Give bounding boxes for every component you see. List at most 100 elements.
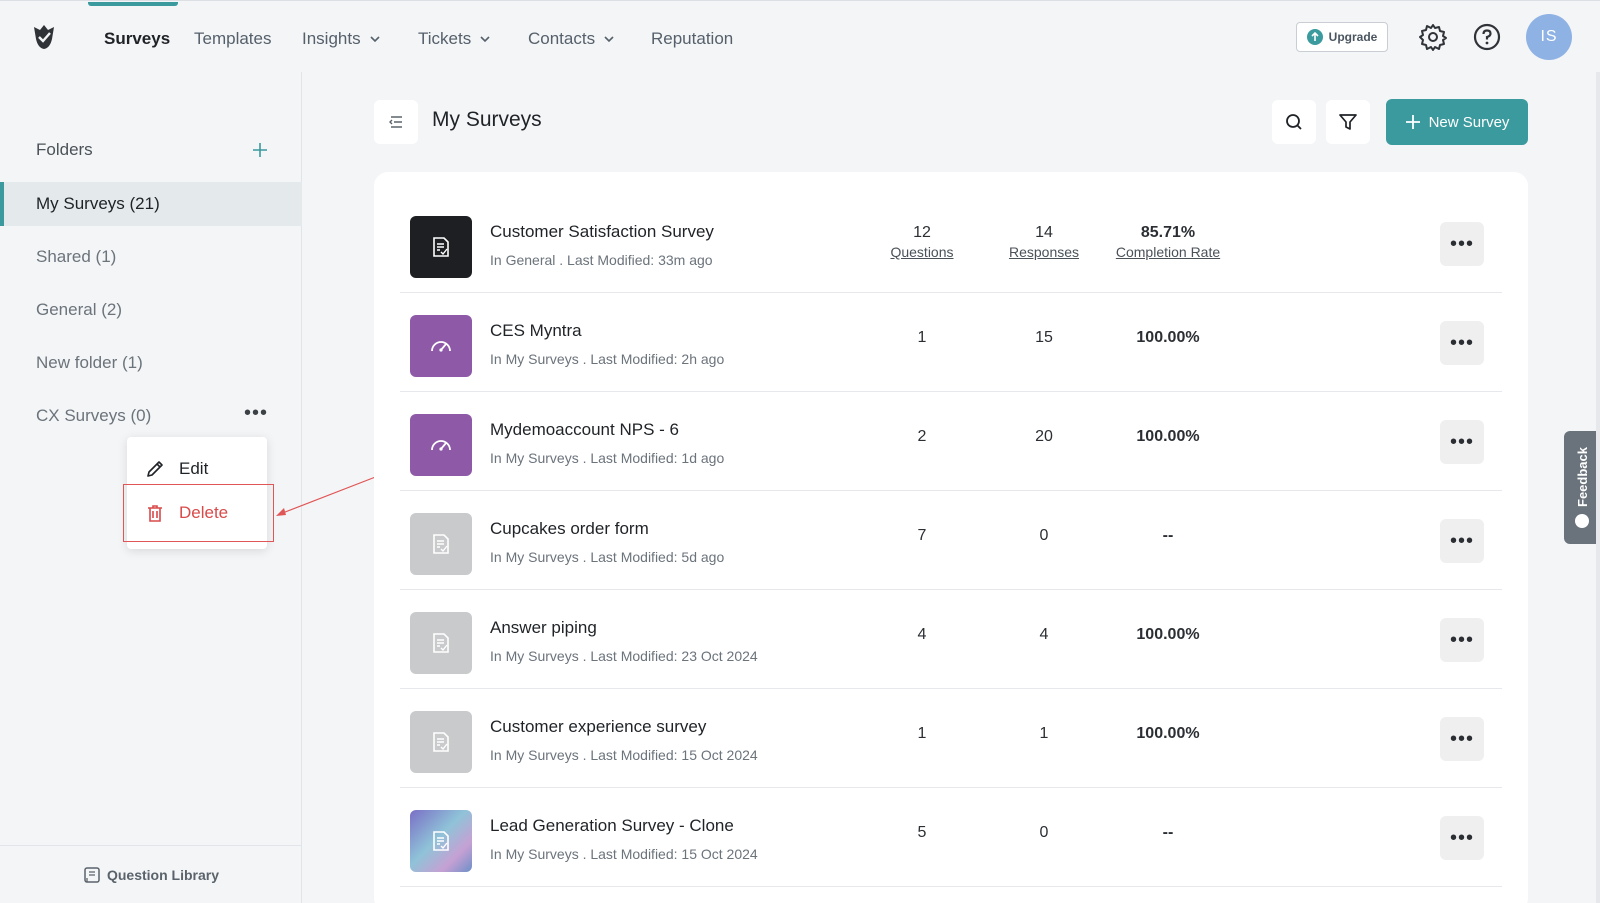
collapse-sidebar-button[interactable] bbox=[374, 100, 418, 144]
nav-item-label: Insights bbox=[302, 29, 361, 48]
settings-gear-icon[interactable] bbox=[1418, 22, 1448, 52]
folder-item[interactable]: My Surveys (21) bbox=[0, 182, 302, 226]
survey-row[interactable]: Mydemoaccount NPS - 6 In My Surveys . Las… bbox=[400, 392, 1502, 491]
logo-icon[interactable] bbox=[28, 21, 60, 53]
stat-value: -- bbox=[1162, 527, 1174, 544]
plus-icon bbox=[1405, 115, 1420, 129]
stat-value: 5 bbox=[917, 824, 927, 841]
nav-item-tickets[interactable]: Tickets bbox=[418, 27, 491, 51]
filter-icon bbox=[1339, 114, 1357, 130]
document-check-icon bbox=[433, 237, 449, 257]
more-options-icon[interactable]: ••• bbox=[244, 402, 269, 424]
survey-meta: In My Surveys . Last Modified: 2h ago bbox=[490, 351, 725, 367]
stat-completion: -- bbox=[1107, 527, 1229, 545]
stat-value: 0 bbox=[1039, 824, 1049, 841]
survey-title[interactable]: Cupcakes order form bbox=[490, 519, 649, 538]
nav-item-surveys[interactable]: Surveys bbox=[104, 27, 170, 51]
scrollbar[interactable] bbox=[1596, 72, 1600, 903]
nav-item-contacts[interactable]: Contacts bbox=[528, 27, 615, 51]
survey-row[interactable]: Cupcakes order form In My Surveys . Last … bbox=[400, 491, 1502, 590]
upgrade-label: Upgrade bbox=[1328, 30, 1378, 44]
stat-responses: 14 Responses bbox=[984, 224, 1104, 260]
delete-menu-item[interactable]: Delete bbox=[145, 503, 228, 523]
stat-value: 100.00% bbox=[1136, 428, 1200, 445]
nav-item-insights[interactable]: Insights bbox=[302, 27, 381, 51]
more-options-button[interactable]: ••• bbox=[1440, 618, 1484, 662]
more-options-button[interactable]: ••• bbox=[1440, 816, 1484, 860]
stat-value: 4 bbox=[917, 626, 927, 643]
survey-title[interactable]: CES Myntra bbox=[490, 321, 582, 340]
stat-value: 1 bbox=[917, 329, 927, 346]
nav-item-reputation[interactable]: Reputation bbox=[651, 27, 733, 51]
document-check-icon bbox=[433, 831, 449, 851]
stat-label[interactable]: Completion Rate bbox=[1115, 244, 1221, 260]
nav-item-templates[interactable]: Templates bbox=[194, 27, 271, 51]
edit-menu-item[interactable]: Edit bbox=[145, 459, 208, 479]
survey-thumbnail bbox=[410, 513, 472, 575]
upgrade-button[interactable]: Upgrade bbox=[1296, 22, 1388, 52]
nav-item-label: Contacts bbox=[528, 29, 596, 48]
upload-icon bbox=[1306, 29, 1323, 45]
survey-title[interactable]: Answer piping bbox=[490, 618, 597, 637]
survey-thumbnail bbox=[410, 810, 472, 872]
folder-item[interactable]: New folder (1) bbox=[0, 341, 302, 385]
stat-responses: 15 bbox=[984, 329, 1104, 347]
survey-row[interactable]: Customer experience survey In My Surveys … bbox=[400, 689, 1502, 788]
folder-label: Shared (1) bbox=[36, 247, 117, 266]
more-options-button[interactable]: ••• bbox=[1440, 420, 1484, 464]
survey-title[interactable]: Mydemoaccount NPS - 6 bbox=[490, 420, 679, 439]
stat-value: 100.00% bbox=[1136, 329, 1200, 346]
question-library-button[interactable]: Question Library bbox=[0, 845, 302, 903]
survey-title[interactable]: Customer experience survey bbox=[490, 717, 707, 736]
stat-questions: 2 bbox=[862, 428, 982, 446]
folder-label: New folder (1) bbox=[36, 353, 143, 372]
more-options-button[interactable]: ••• bbox=[1440, 222, 1484, 266]
stat-responses: 0 bbox=[984, 824, 1104, 842]
new-survey-label: New Survey bbox=[1428, 113, 1510, 131]
stat-label[interactable]: Questions bbox=[890, 244, 954, 260]
survey-list-card: Customer Satisfaction Survey In General .… bbox=[374, 172, 1528, 903]
nav-item-label: Surveys bbox=[104, 29, 171, 48]
stat-value: 12 bbox=[913, 224, 931, 241]
more-options-button[interactable]: ••• bbox=[1440, 717, 1484, 761]
folders-heading: Folders bbox=[36, 140, 93, 159]
survey-meta: In My Surveys . Last Modified: 15 Oct 20… bbox=[490, 747, 758, 763]
folder-item[interactable]: General (2) bbox=[0, 288, 302, 332]
sidebar: Folders My Surveys (21) Shared (1) General… bbox=[0, 72, 302, 903]
filter-button[interactable] bbox=[1326, 100, 1370, 144]
survey-row[interactable]: Answer piping In My Surveys . Last Modifi… bbox=[400, 590, 1502, 689]
feedback-tab[interactable]: Feedback bbox=[1564, 431, 1600, 544]
stat-responses: 0 bbox=[984, 527, 1104, 545]
delete-label: Delete bbox=[179, 503, 229, 522]
book-icon bbox=[84, 866, 100, 883]
more-options-button[interactable]: ••• bbox=[1440, 519, 1484, 563]
trash-icon bbox=[148, 505, 162, 522]
search-button[interactable] bbox=[1272, 100, 1316, 144]
survey-row[interactable]: CES Myntra In My Surveys . Last Modified:… bbox=[400, 293, 1502, 392]
folder-item[interactable]: CX Surveys (0) ••• bbox=[0, 394, 302, 438]
survey-meta: In General . Last Modified: 33m ago bbox=[490, 252, 713, 268]
folder-label: My Surveys (21) bbox=[36, 194, 160, 213]
stat-label[interactable]: Responses bbox=[1008, 244, 1080, 260]
add-folder-icon[interactable] bbox=[250, 140, 270, 160]
stat-value: 1 bbox=[1039, 725, 1049, 742]
survey-title[interactable]: Lead Generation Survey - Clone bbox=[490, 816, 734, 835]
stat-questions: 12 Questions bbox=[862, 224, 982, 260]
survey-meta: In My Surveys . Last Modified: 5d ago bbox=[490, 549, 725, 565]
survey-row[interactable]: Customer Satisfaction Survey In General .… bbox=[400, 194, 1502, 293]
more-options-button[interactable]: ••• bbox=[1440, 321, 1484, 365]
stat-questions: 1 bbox=[862, 725, 982, 743]
feedback-label: Feedback bbox=[1574, 446, 1590, 507]
folder-item[interactable]: Shared (1) bbox=[0, 235, 302, 279]
survey-thumbnail bbox=[410, 612, 472, 674]
stat-completion: 100.00% bbox=[1107, 725, 1229, 743]
search-icon bbox=[1286, 114, 1302, 130]
survey-row[interactable]: Lead Generation Survey - Clone In My Surv… bbox=[400, 788, 1502, 887]
new-survey-button[interactable]: New Survey bbox=[1386, 99, 1528, 145]
nav-item-label: Reputation bbox=[651, 29, 734, 48]
stat-value: 20 bbox=[1035, 428, 1053, 445]
user-avatar[interactable]: IS bbox=[1526, 14, 1572, 60]
help-icon[interactable] bbox=[1472, 22, 1502, 52]
gauge-icon bbox=[431, 341, 451, 352]
survey-title[interactable]: Customer Satisfaction Survey bbox=[490, 222, 714, 241]
